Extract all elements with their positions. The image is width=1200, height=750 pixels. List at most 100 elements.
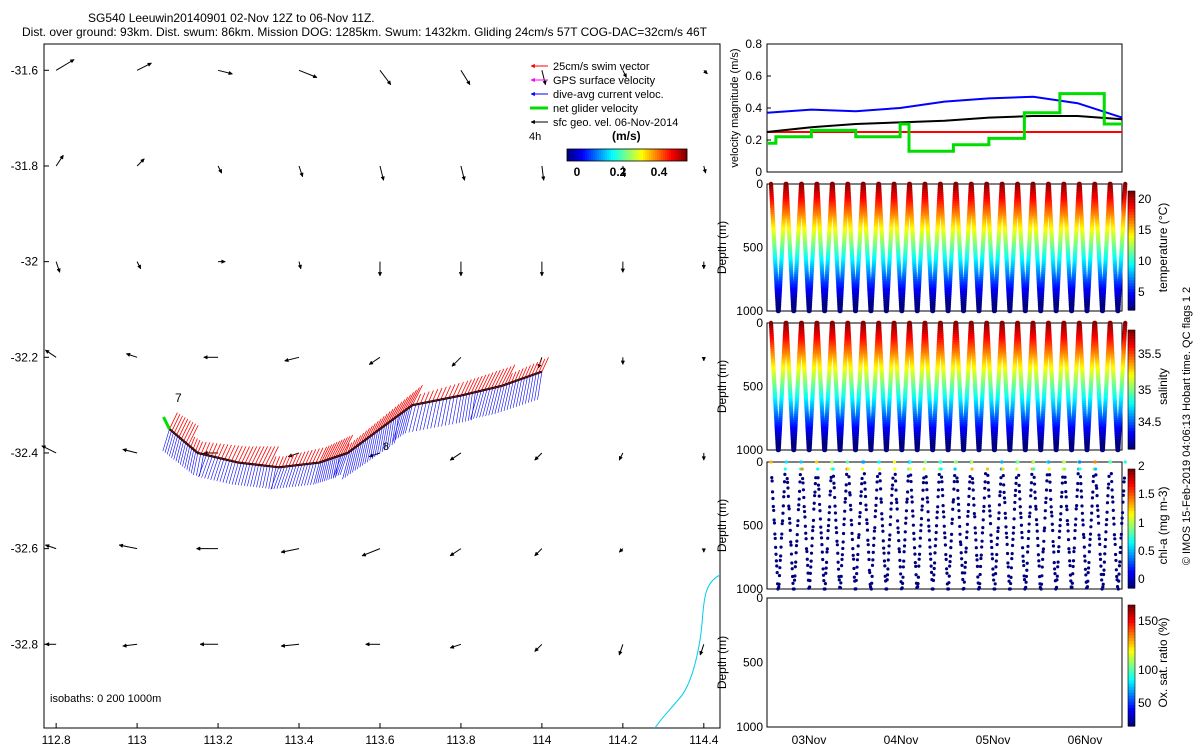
dac-vector bbox=[250, 464, 256, 487]
dac-vector bbox=[509, 380, 517, 409]
dac-vector bbox=[259, 465, 265, 488]
swim-vector bbox=[185, 423, 196, 444]
geo-vector-head bbox=[228, 70, 234, 76]
swim-vector bbox=[501, 366, 512, 387]
geo-vector-head bbox=[118, 543, 124, 548]
map-colorbar-cell bbox=[665, 149, 668, 161]
dac-vector bbox=[207, 456, 216, 480]
geo-vector-head bbox=[147, 62, 153, 67]
map-x-tick-label: 113.4 bbox=[284, 733, 313, 747]
dac-vector bbox=[389, 418, 395, 447]
dac-vector bbox=[186, 447, 193, 470]
map-colorbar-cell bbox=[603, 149, 606, 161]
swim-vector bbox=[514, 369, 520, 382]
dac-vector bbox=[315, 461, 322, 484]
profile-point bbox=[1085, 308, 1090, 314]
dac-vector bbox=[213, 458, 222, 481]
dac-vector bbox=[244, 463, 251, 486]
dac-vector bbox=[415, 403, 424, 432]
map-colorbar-cell bbox=[651, 149, 654, 161]
map-colorbar-cell bbox=[597, 149, 600, 161]
swim-vector bbox=[298, 451, 306, 466]
dac-vector bbox=[294, 464, 303, 487]
start-label: 7 bbox=[175, 391, 182, 405]
dac-vector bbox=[412, 403, 420, 432]
dac-vector bbox=[344, 449, 353, 478]
swim-vector bbox=[321, 445, 330, 462]
profile-point bbox=[838, 447, 843, 453]
geo-vector-head bbox=[199, 642, 204, 647]
map-colorbar-cell bbox=[645, 149, 648, 161]
velocity-frame bbox=[766, 43, 1123, 173]
dac-vector bbox=[455, 395, 462, 424]
dac-vector bbox=[335, 454, 344, 477]
dac-vector bbox=[434, 399, 441, 428]
profile-point bbox=[822, 447, 828, 453]
dac-vector bbox=[324, 459, 330, 482]
dac-vector bbox=[307, 463, 314, 486]
map-x-tick-label: 113 bbox=[128, 733, 147, 747]
map-colorbar-cell bbox=[683, 149, 686, 161]
dac-vector bbox=[222, 460, 230, 483]
swim-vector bbox=[335, 438, 346, 458]
geo-vector-head bbox=[221, 259, 226, 264]
dac-vector bbox=[319, 460, 326, 483]
map-colorbar-cell bbox=[637, 149, 640, 161]
geo-vector-head bbox=[699, 650, 704, 656]
dac-vector bbox=[240, 463, 248, 486]
legend-label: GPS surface velocity bbox=[553, 75, 656, 87]
swim-vector bbox=[487, 371, 498, 390]
profile-point bbox=[884, 308, 889, 314]
dac-vector bbox=[379, 425, 385, 454]
map-y-tick-label: -32.2 bbox=[11, 350, 39, 364]
geo-vector-head bbox=[618, 547, 624, 553]
dac-vector bbox=[419, 402, 427, 431]
swim-vector bbox=[521, 366, 528, 379]
map-x-tick-label: 114.2 bbox=[608, 733, 637, 747]
dac-vector bbox=[485, 387, 494, 417]
swim-vector bbox=[368, 423, 376, 438]
dac-vector bbox=[392, 413, 402, 442]
dac-vector bbox=[193, 452, 199, 476]
map-colorbar-cell bbox=[649, 149, 652, 161]
geo-vector-head bbox=[195, 546, 201, 551]
profile-point bbox=[1069, 308, 1075, 314]
dac-vector bbox=[430, 400, 437, 429]
geo-vector-head bbox=[621, 172, 627, 178]
dac-vector bbox=[216, 459, 225, 482]
map-colorbar-cell bbox=[629, 149, 632, 161]
map-colorbar-cell bbox=[673, 149, 676, 161]
isobaths-label: isobaths: 0 200 1000m bbox=[50, 693, 161, 705]
dac-vector bbox=[162, 428, 170, 452]
dac-vector bbox=[464, 393, 470, 422]
geo-vector-head bbox=[44, 349, 50, 355]
swim-vector bbox=[393, 401, 403, 420]
colorbar-tick: 10 bbox=[1138, 254, 1152, 268]
dac-vector bbox=[265, 466, 271, 489]
geo-vector-head bbox=[299, 172, 304, 178]
swim-vector bbox=[511, 371, 517, 383]
colorbar-tick: 15 bbox=[1138, 223, 1152, 237]
swim-vector bbox=[173, 415, 183, 434]
swim-vector bbox=[278, 456, 284, 468]
map-colorbar-cell bbox=[617, 149, 620, 161]
swim-vector bbox=[477, 374, 487, 392]
swim-vector bbox=[258, 446, 268, 466]
dac-vector bbox=[285, 465, 294, 488]
swim-vector bbox=[497, 367, 508, 387]
geo-vector-head bbox=[203, 355, 208, 360]
swim-vector bbox=[420, 392, 426, 404]
velocity-y-tick-label: 0.6 bbox=[745, 69, 762, 83]
map-colorbar-cell bbox=[643, 149, 646, 161]
geo-vector-head bbox=[449, 456, 455, 461]
dac-vector bbox=[503, 382, 511, 411]
profile-point bbox=[776, 447, 781, 453]
colorbar-tick: 20 bbox=[1138, 192, 1152, 206]
profile-point bbox=[930, 308, 936, 314]
swim-vector bbox=[385, 408, 394, 426]
map-colorbar-cell bbox=[639, 149, 642, 161]
profile-point bbox=[884, 447, 889, 453]
swim-vector bbox=[295, 452, 302, 466]
swim-vector bbox=[463, 379, 472, 395]
dac-vector bbox=[408, 404, 417, 433]
